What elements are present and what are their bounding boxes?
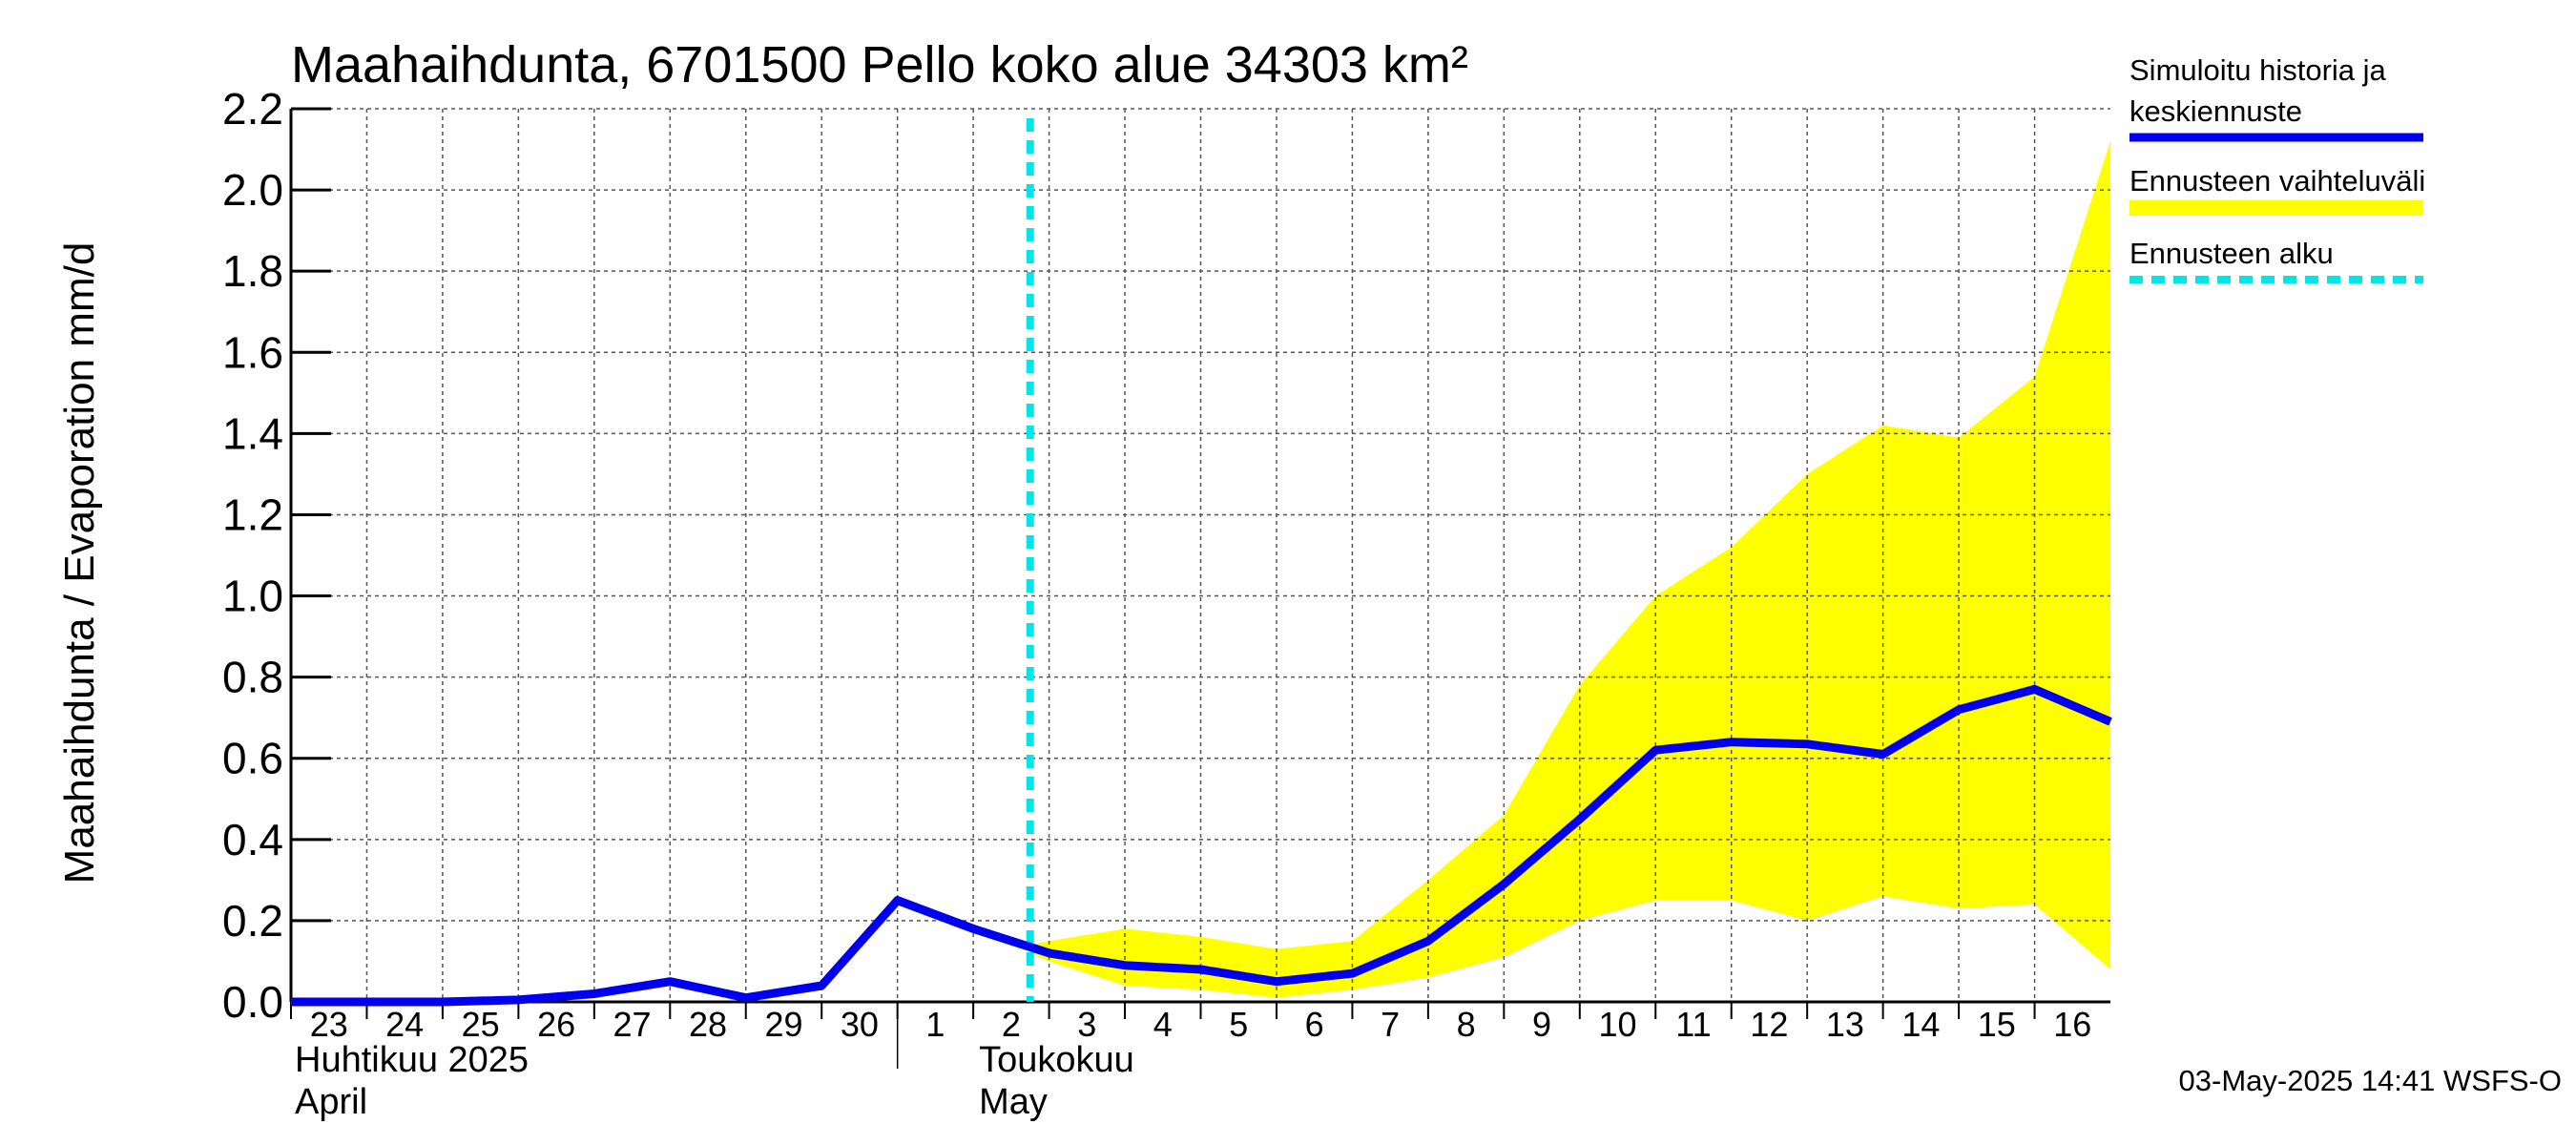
x-tick-label: 27 — [613, 1005, 652, 1044]
x-tick-label: 16 — [2053, 1005, 2091, 1044]
simulated-history-forecast-line — [291, 684, 2112, 1007]
month-label-line1: Huhtikuu 2025 — [295, 1040, 529, 1080]
x-tick-label: 24 — [385, 1005, 424, 1044]
y-tick-label: 0.8 — [222, 653, 283, 702]
y-tick-label: 1.0 — [222, 572, 283, 621]
x-tick-label: 6 — [1305, 1005, 1324, 1044]
x-tick-label: 12 — [1750, 1005, 1788, 1044]
y-tick-label: 1.2 — [222, 489, 283, 539]
x-tick-label: 3 — [1077, 1005, 1096, 1044]
x-tick-label: 14 — [1901, 1005, 1940, 1044]
x-tick-label: 25 — [462, 1005, 500, 1044]
x-tick-label: 15 — [1978, 1005, 2016, 1044]
x-tick-label: 30 — [841, 1005, 879, 1044]
x-tick-label: 11 — [1675, 1005, 1711, 1044]
legend-label: Ennusteen alku — [2129, 237, 2334, 270]
x-tick-label: 5 — [1229, 1005, 1248, 1044]
chart-title: Maahaihdunta, 6701500 Pello koko alue 34… — [291, 36, 1468, 94]
axis-layer: 0.00.20.40.60.81.01.21.41.61.82.02.223 24… — [222, 84, 2110, 1122]
y-tick-label: 2.0 — [222, 165, 283, 215]
x-tick-label: 4 — [1153, 1005, 1173, 1044]
forecast-range-band-layer — [1029, 141, 2110, 998]
x-tick-label: 8 — [1457, 1005, 1476, 1044]
grid-layer — [291, 108, 2110, 1002]
footer-timestamp: 03-May-2025 14:41 WSFS-O — [2179, 1064, 2562, 1097]
x-tick-label: 13 — [1826, 1005, 1864, 1044]
y-tick-label: 0.0 — [222, 977, 283, 1027]
y-tick-label: 2.2 — [222, 84, 283, 134]
month-label-line2: April — [295, 1082, 367, 1122]
legend-label: Simuloitu historia ja — [2129, 53, 2387, 87]
month-label-line2: May — [979, 1082, 1048, 1122]
x-tick-label: 1 — [925, 1005, 945, 1044]
x-tick-label: 9 — [1532, 1005, 1551, 1044]
y-tick-label: 1.4 — [222, 408, 283, 458]
y-axis-label: Maahaihdunta / Evaporation mm/d — [56, 242, 103, 885]
y-tick-label: 0.4 — [222, 815, 283, 864]
y-tick-label: 0.2 — [222, 896, 283, 946]
legend-label-line2: keskiennuste — [2129, 94, 2302, 128]
forecast-range-band — [1029, 141, 2110, 998]
x-tick-label: 23 — [310, 1005, 348, 1044]
x-tick-label: 10 — [1598, 1005, 1636, 1044]
series-layer — [291, 118, 2112, 1007]
x-tick-label: 28 — [689, 1005, 727, 1044]
x-tick-label: 29 — [764, 1005, 802, 1044]
x-tick-label: 7 — [1381, 1005, 1400, 1044]
y-tick-label: 0.6 — [222, 734, 283, 783]
month-label-line1: Toukokuu — [979, 1040, 1134, 1080]
y-tick-label: 1.8 — [222, 246, 283, 296]
x-tick-label: 26 — [537, 1005, 575, 1044]
legend: Simuloitu historia ja keskiennuste Ennuste… — [2129, 53, 2425, 283]
legend-label: Ennusteen vaihteluväli — [2129, 164, 2425, 198]
x-tick-label: 2 — [1002, 1005, 1021, 1044]
y-tick-label: 1.6 — [222, 327, 283, 377]
